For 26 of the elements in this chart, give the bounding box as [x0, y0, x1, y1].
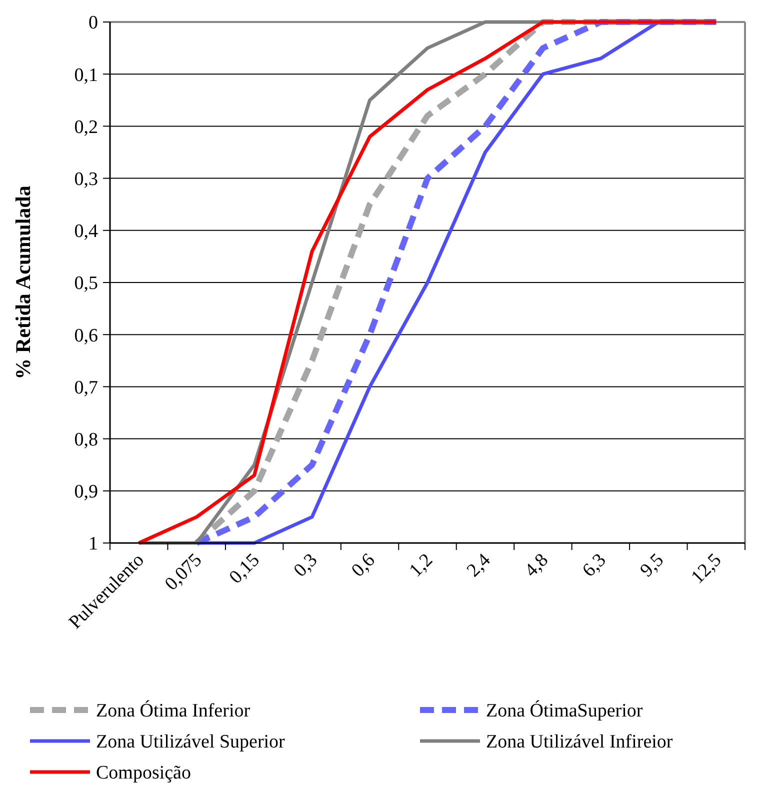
legend-label: Composição [96, 762, 191, 784]
legend-label: Zona Utilizável Superior [96, 732, 286, 753]
x-tick-label: 0,6 [348, 550, 380, 582]
legend-label: Zona ÓtimaSuperior [486, 700, 644, 722]
x-tick-label: 0,3 [290, 550, 322, 582]
legend-label: Zona Utilizável Infireior [486, 732, 674, 753]
x-tick-label: 4,8 [520, 550, 552, 582]
y-tick-label: 0,4 [74, 221, 98, 242]
y-axis-title: % Retida Acumulada [11, 185, 35, 380]
x-tick-label: 6,3 [578, 550, 610, 582]
y-tick-label: 0,1 [74, 64, 98, 86]
y-tick-label: 0 [88, 12, 98, 34]
y-tick-label: 0,3 [74, 168, 98, 190]
x-tick-label: 12,5 [687, 550, 726, 588]
legend-label: Zona Ótima Inferior [96, 700, 251, 722]
x-tick-label: 1,2 [405, 550, 438, 582]
x-tick-label: 9,5 [636, 550, 668, 582]
y-tick-label: 0,6 [74, 325, 98, 346]
y-tick-label: 0,2 [74, 116, 98, 138]
x-tick-label: 0,15 [225, 550, 264, 588]
x-tick-label: 2,4 [463, 549, 496, 582]
y-tick-label: 1 [88, 534, 98, 555]
y-tick-label: 0,9 [74, 482, 98, 503]
y-tick-label: 0,8 [74, 429, 98, 450]
y-tick-label: 0,5 [74, 273, 98, 294]
y-tick-label: 0,7 [74, 377, 98, 398]
